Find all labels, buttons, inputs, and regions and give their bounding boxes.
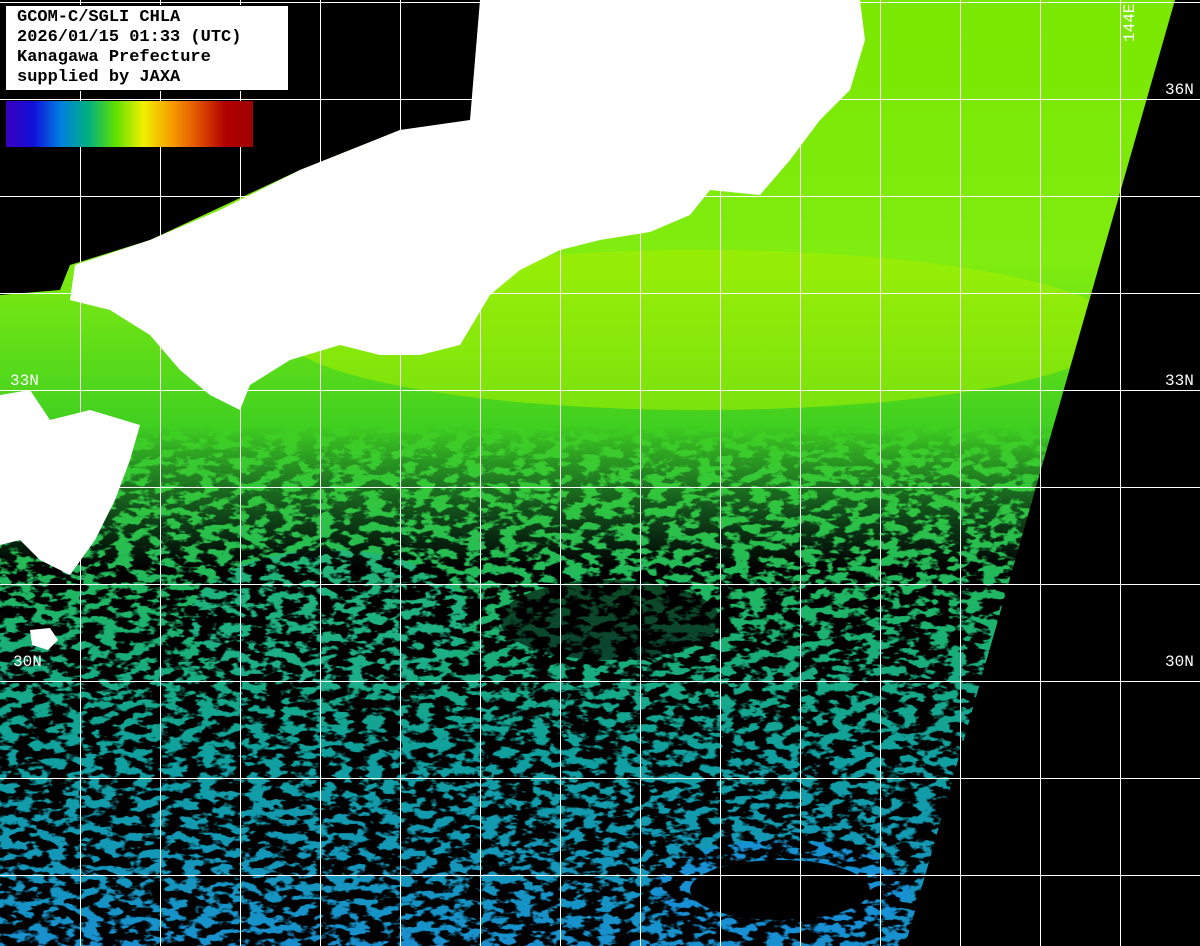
land-tanegashima	[30, 628, 58, 650]
cloud-patch	[690, 860, 870, 920]
lon-label-144e: 144E	[1121, 3, 1139, 42]
lat-label-33n-left: 33N	[10, 372, 39, 390]
land-kyushu	[0, 390, 140, 575]
info-box: GCOM-C/SGLI CHLA 2026/01/15 01:33 (UTC) …	[5, 5, 289, 91]
lon-label-136e: 136E	[482, 3, 500, 42]
lat-label-33n: 33N	[1165, 372, 1194, 390]
info-datetime: 2026/01/15 01:33 (UTC)	[17, 28, 242, 47]
info-region: Kanagawa Prefecture	[17, 48, 211, 67]
info-credit: supplied by JAXA	[17, 68, 181, 87]
land-honshu	[70, 0, 865, 410]
lat-label-36n: 36N	[1165, 81, 1194, 99]
no-data-swath-edge	[905, 0, 1200, 946]
cloud-patch	[500, 580, 720, 660]
lat-label-30n: 30N	[1165, 653, 1194, 671]
colorbar-legend	[6, 101, 253, 147]
info-title: GCOM-C/SGLI CHLA	[17, 8, 181, 27]
lat-label-30n-left: 30N	[13, 653, 42, 671]
